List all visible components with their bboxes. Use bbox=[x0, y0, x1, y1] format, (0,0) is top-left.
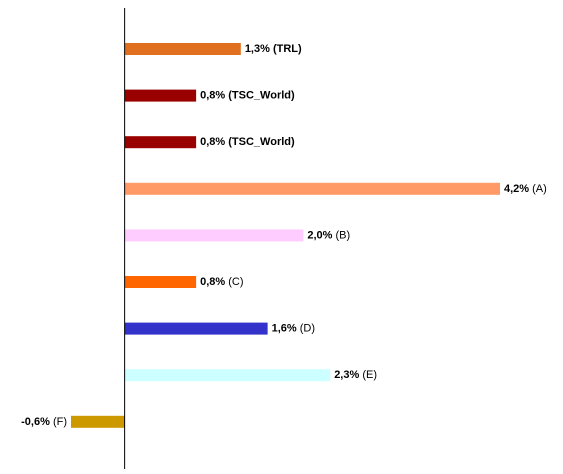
bar bbox=[124, 229, 304, 242]
bar bbox=[124, 182, 500, 195]
data-label: 1,6% (D) bbox=[272, 323, 315, 335]
data-label: 0,8% (C) bbox=[200, 276, 243, 288]
bar bbox=[124, 322, 268, 335]
bar bbox=[124, 136, 197, 149]
data-label: -0,6% (F) bbox=[21, 416, 67, 428]
data-label: 1,3% (TRL) bbox=[245, 43, 302, 55]
category-label: (TSC_World) bbox=[228, 136, 295, 148]
category-label: (A) bbox=[532, 183, 547, 195]
data-label: 2,0% (B) bbox=[307, 229, 350, 241]
data-label: 4,2% (A) bbox=[504, 183, 547, 195]
value-label: 0,8% bbox=[200, 136, 225, 148]
bar bbox=[124, 276, 197, 288]
bar bbox=[124, 369, 331, 382]
value-label: 2,0% bbox=[307, 229, 332, 241]
category-label: (B) bbox=[336, 229, 351, 241]
bar bbox=[124, 43, 241, 55]
bar bbox=[71, 415, 125, 428]
value-label: 1,6% bbox=[272, 323, 297, 335]
value-label: -0,6% bbox=[21, 416, 50, 428]
bar bbox=[124, 89, 197, 102]
category-label: (TRL) bbox=[273, 43, 302, 55]
data-label: 0,8% (TSC_World) bbox=[200, 90, 295, 102]
data-label: 2,3% (E) bbox=[334, 369, 377, 381]
category-label: (F) bbox=[53, 416, 67, 428]
value-label: 1,3% bbox=[245, 43, 270, 55]
value-label: 2,3% bbox=[334, 369, 359, 381]
value-label: 0,8% bbox=[200, 276, 225, 288]
category-label: (TSC_World) bbox=[228, 90, 295, 102]
category-label: (D) bbox=[300, 323, 315, 335]
category-label: (C) bbox=[228, 276, 243, 288]
value-label: 0,8% bbox=[200, 90, 225, 102]
value-label: 4,2% bbox=[504, 183, 529, 195]
category-label: (E) bbox=[362, 369, 377, 381]
data-label: 0,8% (TSC_World) bbox=[200, 136, 295, 148]
